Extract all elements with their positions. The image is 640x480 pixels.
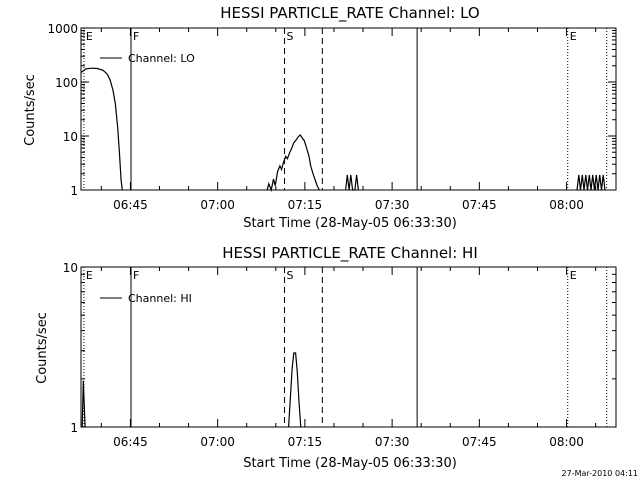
panel-hi-xtick-label: 07:30 <box>375 435 410 449</box>
panel-lo-ytick-label: 1000 <box>47 22 78 36</box>
panel-lo-marker-label: S <box>287 30 294 43</box>
panel-lo-series-line <box>266 133 320 193</box>
panel-lo-ytick-label: 10 <box>63 130 78 144</box>
panel-lo-ytick-label: 1 <box>70 184 78 198</box>
panel-hi-xtick-label: 07:45 <box>462 435 497 449</box>
panel-hi-series-line <box>288 352 302 428</box>
panel-hi-marker-label: E <box>570 269 577 282</box>
panel-hi-xtick-label: 06:45 <box>113 435 148 449</box>
panel-lo-series <box>80 67 606 193</box>
panel-hi-channel: HESSI PARTICLE_RATE Channel: HI Counts/s… <box>35 244 617 471</box>
panel-hi-ytick-label: 10 <box>63 261 78 275</box>
panel-lo-xtick-label: 07:15 <box>288 198 323 212</box>
panel-hi-series-line <box>81 380 86 428</box>
panel-lo-xtick-label: 06:45 <box>113 198 148 212</box>
panel-lo-xlabel: Start Time (28-May-05 06:33:30) <box>243 216 457 231</box>
panel-hi-series <box>81 352 302 428</box>
panel-lo-series-line <box>80 67 123 191</box>
panel-lo-xtick-label: 07:45 <box>462 198 497 212</box>
panel-hi-frame <box>80 266 617 428</box>
panel-hi-xtick-label: 07:15 <box>288 435 323 449</box>
panel-hi-xtick-label: 08:00 <box>549 435 584 449</box>
panel-hi-ylabel: Counts/sec <box>35 312 50 384</box>
panel-hi-marker-label: E <box>86 269 93 282</box>
panel-hi-xlabel: Start Time (28-May-05 06:33:30) <box>243 456 457 471</box>
panel-hi-marker-label: F <box>133 269 139 282</box>
panel-lo-marker-label: F <box>133 30 139 43</box>
panel-lo-series-line <box>345 174 359 191</box>
panel-lo-legend-label: Channel: LO <box>128 52 195 65</box>
panel-hi-ytick-label: 1 <box>70 421 78 435</box>
panel-hi-legend-label: Channel: HI <box>128 292 192 305</box>
panel-lo-xtick-label: 08:00 <box>549 198 584 212</box>
panel-lo-xtick-label: 07:00 <box>200 198 235 212</box>
plot-timestamp: 27-Mar-2010 04:11 <box>562 469 639 478</box>
panel-hi-ticks: 1 10 06:45 07:00 07:15 07:30 07:45 08:00 <box>63 261 616 449</box>
panel-lo-marker-label: E <box>86 30 93 43</box>
panel-hi-title: HESSI PARTICLE_RATE Channel: HI <box>222 244 478 263</box>
panel-lo-xtick-label: 07:30 <box>375 198 410 212</box>
panel-lo-ylabel: Counts/sec <box>23 74 38 146</box>
panel-lo-ytick-label: 100 <box>55 76 78 90</box>
panel-lo-channel: HESSI PARTICLE_RATE Channel: LO Counts/s… <box>23 4 617 231</box>
panel-hi-xtick-label: 07:00 <box>200 435 235 449</box>
panel-lo-ticks: 1 10 100 1000 06:45 07:00 07:15 07:30 07:45 08:00 <box>47 22 616 212</box>
panel-lo-title: HESSI PARTICLE_RATE Channel: LO <box>220 4 479 23</box>
panel-lo-series-line <box>576 174 606 191</box>
panel-lo-marker-label: E <box>570 30 577 43</box>
panel-hi-marker-label: S <box>287 269 294 282</box>
